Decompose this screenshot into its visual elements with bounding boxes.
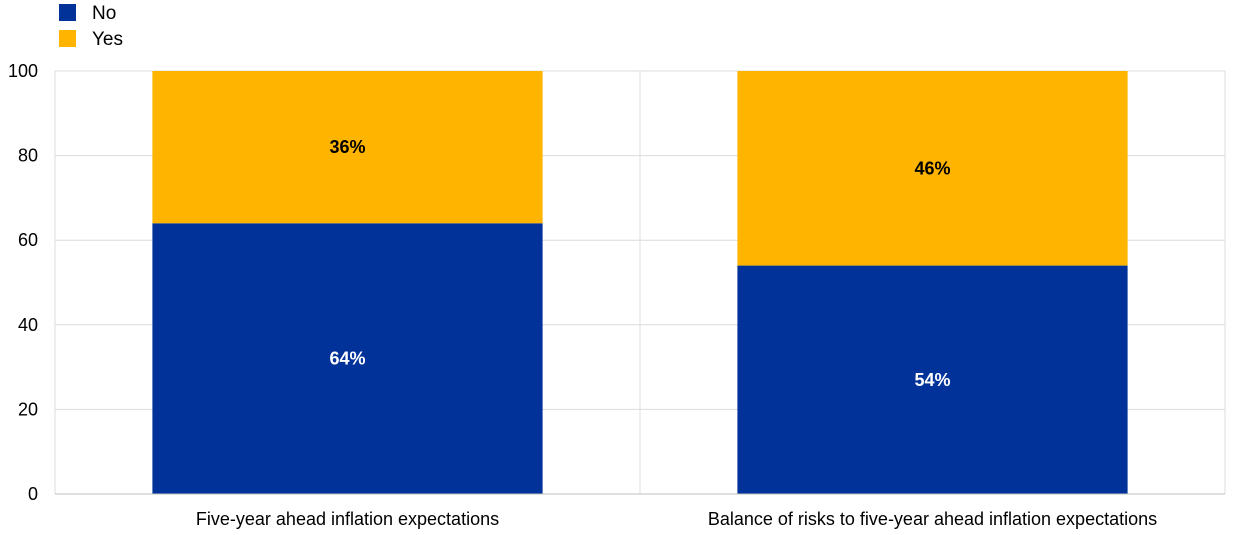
data-label: 36% [329, 137, 365, 157]
y-tick-label: 40 [18, 315, 38, 335]
category-label: Balance of risks to five-year ahead infl… [708, 509, 1157, 529]
legend: No Yes [59, 3, 123, 50]
bar-no-1 [152, 223, 543, 494]
legend-swatch-yes [59, 30, 76, 47]
bars: 64% 36% 54% 46% [152, 71, 1128, 494]
bar-no-2 [737, 265, 1128, 494]
x-axis: Five-year ahead inflation expectations Ba… [55, 493, 1225, 529]
legend-label-no: No [92, 3, 116, 24]
data-label: 46% [914, 158, 950, 178]
data-label: 54% [914, 370, 950, 390]
y-axis: 0 20 40 60 80 100 [8, 61, 38, 504]
category-label: Five-year ahead inflation expectations [196, 509, 499, 529]
y-tick-label: 60 [18, 230, 38, 250]
y-tick-label: 0 [28, 484, 38, 504]
y-tick-label: 80 [18, 146, 38, 166]
bar-yes-1 [152, 71, 543, 224]
y-tick-label: 20 [18, 399, 38, 419]
legend-swatch-no [59, 4, 76, 21]
y-tick-label: 100 [8, 61, 38, 81]
bar-yes-2 [737, 71, 1128, 266]
legend-label-yes: Yes [92, 29, 123, 50]
data-label: 64% [329, 349, 365, 369]
